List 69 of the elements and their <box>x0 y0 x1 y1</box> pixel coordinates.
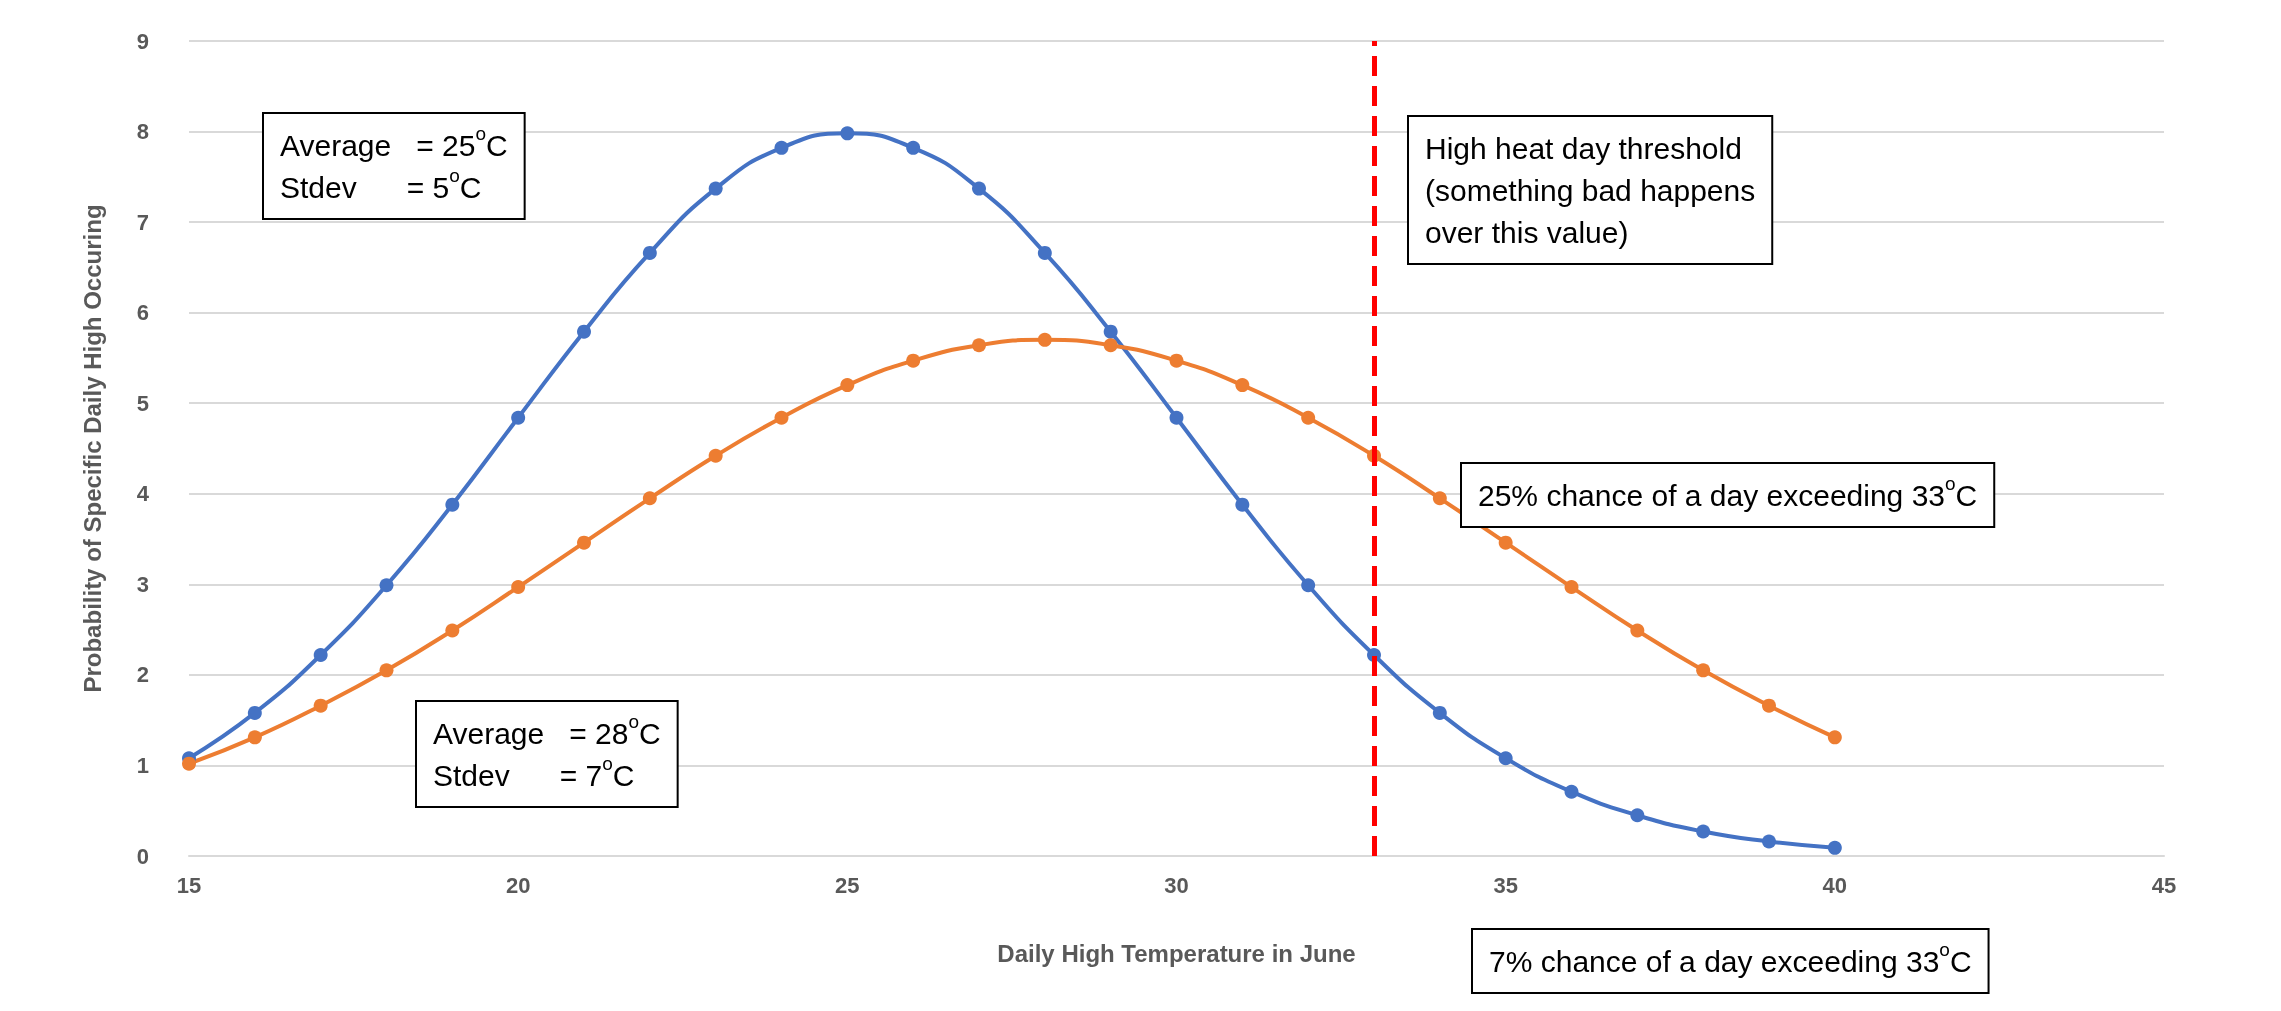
x-tick-label: 35 <box>1493 872 1518 898</box>
point <box>1432 705 1447 720</box>
point <box>247 730 262 745</box>
point <box>906 353 921 368</box>
y-tick-label: 1 <box>136 752 149 778</box>
point <box>1498 535 1513 550</box>
x-tick-label: 40 <box>1822 872 1848 898</box>
point <box>1037 245 1052 260</box>
point <box>774 410 789 425</box>
point <box>1169 410 1184 425</box>
y-tick-label: 7 <box>136 209 149 235</box>
point <box>1498 751 1513 766</box>
point <box>1235 378 1250 393</box>
y-tick-label: 6 <box>136 300 149 326</box>
point <box>1432 491 1447 506</box>
point <box>577 535 591 550</box>
point <box>906 140 921 155</box>
ref-line-label: High heat day threshold (something bad happens over this value) <box>1425 131 1756 249</box>
point <box>182 756 196 771</box>
point <box>1235 497 1250 512</box>
point <box>313 698 328 713</box>
y-tick-label: 9 <box>136 28 149 54</box>
y-tick-label: 5 <box>136 390 149 416</box>
point <box>972 338 986 353</box>
point <box>972 181 986 196</box>
x-tick-label: 15 <box>176 872 202 898</box>
point <box>708 181 723 196</box>
point <box>642 245 657 260</box>
x-tick-label: 30 <box>1164 872 1189 898</box>
point <box>642 491 657 506</box>
point <box>577 324 591 339</box>
x-tick-label: 20 <box>505 872 531 898</box>
x-axis-title: Daily High Temperature in June <box>997 939 1356 967</box>
point <box>1301 410 1316 425</box>
point <box>511 410 526 425</box>
point <box>708 448 723 463</box>
y-tick-label: 3 <box>136 571 149 597</box>
point <box>1762 698 1776 713</box>
point <box>445 497 460 512</box>
point <box>1169 353 1184 368</box>
point <box>1696 824 1711 839</box>
point <box>1301 578 1316 593</box>
x-tick-label: 45 <box>2151 872 2177 898</box>
point <box>1827 730 1842 745</box>
y-axis-title: Probability of Specific Daily High Occuring <box>78 204 106 693</box>
point <box>1630 623 1645 638</box>
point <box>1827 840 1842 855</box>
point <box>1696 663 1711 678</box>
y-tick-label: 8 <box>136 119 149 145</box>
point <box>840 126 855 141</box>
point <box>313 647 328 662</box>
point <box>1564 580 1579 595</box>
point <box>1564 784 1579 799</box>
point <box>1762 834 1776 849</box>
point <box>1103 338 1118 353</box>
point <box>379 663 394 678</box>
point <box>511 580 526 595</box>
point <box>379 578 394 593</box>
point <box>774 140 789 155</box>
point <box>445 623 460 638</box>
point <box>247 705 262 720</box>
y-tick-label: 0 <box>136 843 149 869</box>
x-tick-label: 25 <box>835 872 860 898</box>
y-tick-label: 2 <box>136 662 149 688</box>
point <box>840 378 855 393</box>
point <box>1630 808 1645 823</box>
y-tick-label: 4 <box>136 481 150 507</box>
point <box>1103 324 1118 339</box>
point <box>1037 332 1052 347</box>
